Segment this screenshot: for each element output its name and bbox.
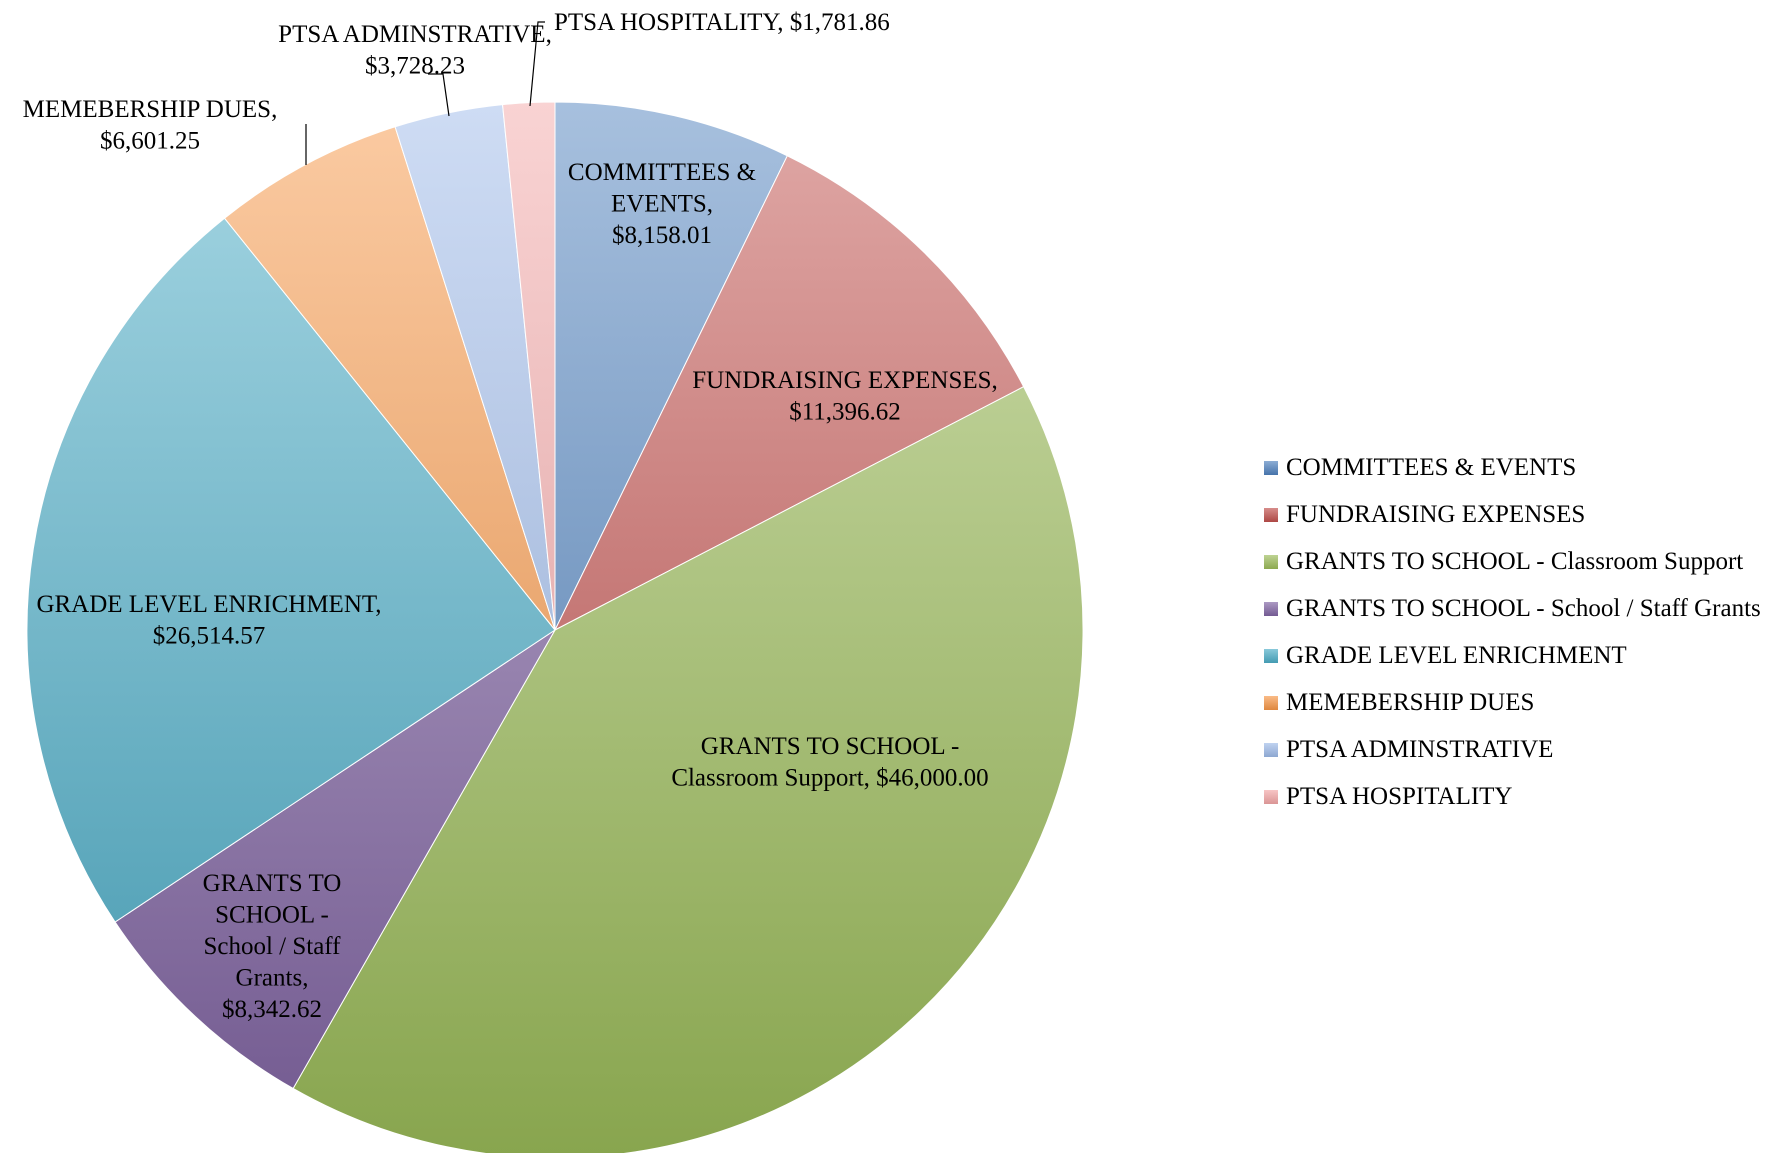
leader-line-ptsa-hospitality (529, 21, 545, 107)
legend-swatch (1264, 742, 1278, 757)
data-label-fundraising-expenses: FUNDRAISING EXPENSES, $11,396.62 (692, 367, 998, 426)
pie-slice-fundraising-expenses (553, 155, 1025, 632)
data-label-memebership-dues: MEMEBERSHIP DUES, $6,601.25 (23, 96, 278, 155)
data-label-committees-events: COMMITTEES & EVENTS, $8,158.01 (568, 159, 756, 249)
data-label-grants-to-school-classroom-support: GRANTS TO SCHOOL -Classroom Support, $46… (671, 733, 988, 792)
data-label-ptsa-hospitality: PTSA HOSPITALITY, $1,781.86 (554, 9, 890, 36)
legend-swatch (1264, 789, 1278, 804)
legend-item-fundraising-expenses: FUNDRAISING EXPENSES (1264, 491, 1761, 538)
legend-label: GRADE LEVEL ENRICHMENT (1286, 641, 1627, 669)
legend-swatch (1264, 648, 1278, 663)
leader-line-ptsa-adminstrative (428, 73, 450, 117)
legend-item-grants-to-school-school-staff-grants: GRANTS TO SCHOOL - School / Staff Grants (1264, 585, 1761, 632)
legend-item-memebership-dues: MEMEBERSHIP DUES (1264, 679, 1761, 726)
data-label-grants-to-school-school-staff-grants: GRANTS TO SCHOOL -School / Staff Grants, $8… (203, 870, 342, 1023)
pie-slice-grade-level-enrichment (26, 217, 556, 923)
legend-label: COMMITTEES & EVENTS (1286, 453, 1577, 481)
pie-slice-committees-events (554, 101, 788, 631)
legend-label: PTSA HOSPITALITY (1286, 782, 1513, 810)
legend-swatch (1264, 507, 1278, 522)
legend-item-grade-level-enrichment: GRADE LEVEL ENRICHMENT (1264, 632, 1761, 679)
legend-label: FUNDRAISING EXPENSES (1286, 500, 1586, 528)
data-label-ptsa-adminstrative: PTSA ADMINSTRATIVE, $3,728.23 (278, 21, 552, 80)
legend-label: PTSA ADMINSTRATIVE (1286, 735, 1554, 763)
legend-item-committees-events: COMMITTEES & EVENTS (1264, 444, 1761, 491)
legend: COMMITTEES & EVENTS FUNDRAISING EXPENSES G… (1264, 444, 1761, 820)
legend-label: MEMEBERSHIP DUES (1286, 688, 1535, 716)
legend-item-grants-to-school-classroom-support: GRANTS TO SCHOOL - Classroom Support (1264, 538, 1761, 585)
pie-slice-ptsa-hospitality (502, 101, 556, 631)
legend-swatch (1264, 460, 1278, 475)
data-label-grade-level-enrichment: GRADE LEVEL ENRICHMENT, $26,514.57 (36, 591, 381, 650)
legend-label: GRANTS TO SCHOOL - Classroom Support (1286, 547, 1744, 575)
legend-label: GRANTS TO SCHOOL - School / Staff Grants (1286, 594, 1761, 622)
legend-item-ptsa-hospitality: PTSA HOSPITALITY (1264, 773, 1761, 820)
pie-slice-grants-to-school-school-staff-grants (114, 629, 556, 1090)
legend-item-ptsa-adminstrative: PTSA ADMINSTRATIVE (1264, 726, 1761, 773)
legend-swatch (1264, 554, 1278, 569)
legend-swatch (1264, 601, 1278, 616)
legend-swatch (1264, 695, 1278, 710)
